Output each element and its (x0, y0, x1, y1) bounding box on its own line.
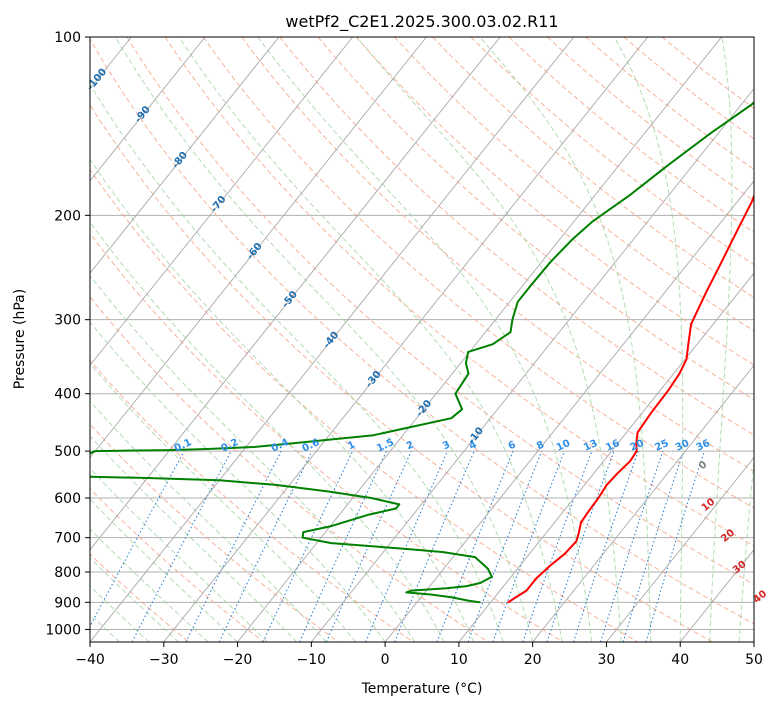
mixing-ratio-line (600, 450, 664, 642)
dry-adiabat (90, 104, 713, 642)
y-tick-label: 1000 (45, 622, 81, 638)
dry-adiabat (432, 37, 754, 299)
y-axis: 100 200 300 400 500 600 700 800 900 1000 (45, 30, 90, 638)
mixing-ratio-label: 1 (346, 439, 357, 452)
mixing-ratio-label: 2 (405, 439, 416, 452)
x-axis: −40 −30 −20 −10 0 10 20 30 40 50 (75, 642, 763, 668)
y-tick-label: 400 (54, 387, 81, 403)
x-tick-label: 40 (671, 652, 689, 668)
dry-adiabat (355, 37, 754, 366)
mixing-ratio-label: 20 (629, 438, 646, 454)
isotherm (90, 37, 280, 274)
moist-adiabat (178, 37, 563, 642)
y-tick-label: 600 (54, 491, 81, 507)
mixing-ratio-label: 6 (507, 439, 518, 452)
mixing-ratio-line (185, 450, 282, 642)
mixing-ratio-label: 36 (695, 438, 712, 454)
isotherm (310, 87, 754, 642)
moist-adiabat (90, 400, 327, 642)
x-tick-label: 10 (450, 652, 468, 668)
mixing-ratio-line (467, 450, 543, 642)
y-tick-label: 200 (54, 208, 81, 224)
isotherm (90, 37, 427, 459)
isotherm (90, 37, 575, 642)
moist-adiabat (479, 37, 652, 642)
dry-adiabat (546, 37, 754, 202)
moist-adiabat (90, 498, 238, 642)
mixing-ratio-label: 16 (604, 438, 621, 454)
x-tick-label: 0 (381, 652, 390, 668)
moist-adiabat (709, 37, 733, 642)
mixing-ratio-label: 3 (441, 439, 452, 452)
moist-adiabat (257, 37, 593, 642)
y-axis-title: Pressure (hPa) (12, 289, 28, 389)
dry-adiabat (90, 232, 564, 642)
mixing-ratio-label: 4 (468, 439, 479, 452)
moist-adiabat (90, 362, 356, 642)
moist-adiabat (90, 221, 445, 642)
mixing-ratio-line (436, 450, 514, 642)
dewpoint-profile-line (90, 101, 754, 604)
mixing-ratio-line (365, 450, 449, 642)
x-tick-label: −10 (297, 652, 327, 668)
isotherm (90, 37, 206, 182)
x-axis-title: Temperature (°C) (361, 681, 483, 697)
mixing-ratio-line (492, 450, 565, 642)
isotherm (532, 364, 754, 642)
moist-adiabat (90, 435, 297, 642)
dry-adiabat (317, 37, 754, 401)
moist-adiabat (738, 456, 754, 642)
dry-adiabat (90, 38, 754, 625)
mixing-ratio-label: 13 (582, 438, 599, 454)
y-tick-label: 700 (54, 531, 81, 547)
x-tick-label: −20 (223, 652, 253, 668)
mixing-ratio-line (573, 450, 639, 642)
isotherm (606, 456, 754, 642)
y-tick-label: 100 (54, 30, 81, 46)
dry-adiabat (623, 37, 754, 140)
dry-adiabat (126, 37, 754, 585)
isotherm (384, 180, 754, 642)
chart-title: wetPf2_C2E1.2025.300.03.02.R11 (285, 12, 558, 32)
x-tick-label: 30 (598, 652, 616, 668)
mixing-ratio-line (90, 450, 185, 628)
moist-adiabats (90, 37, 754, 642)
mixing-ratio-label: 10 (555, 438, 572, 454)
x-tick-label: 50 (745, 652, 763, 668)
mixing-ratio-label: 8 (535, 439, 546, 452)
isotherm (90, 37, 354, 367)
isotherm (90, 37, 501, 551)
y-tick-label: 800 (54, 565, 81, 581)
y-tick-label: 900 (54, 595, 81, 611)
dry-adiabat (90, 168, 639, 642)
plot-frame (89, 36, 755, 643)
y-tick-label: 500 (54, 444, 81, 460)
temperature-profile-line (507, 193, 754, 604)
dry-adiabat (508, 37, 754, 234)
x-tick-label: −40 (75, 652, 105, 668)
mixing-ratio-line (546, 450, 615, 642)
dry-adiabat (90, 296, 489, 642)
moist-adiabat (613, 37, 684, 642)
plot-area (90, 37, 754, 642)
moist-adiabat (90, 467, 268, 642)
mixing-ratio-line (622, 450, 684, 642)
moist-adiabat (90, 528, 209, 642)
isotherm (163, 37, 649, 642)
y-tick-label: 300 (54, 313, 81, 329)
moist-adiabat (90, 158, 475, 642)
mixing-ratio-line (522, 450, 593, 642)
dry-adiabat (585, 37, 754, 171)
moist-adiabat (90, 83, 504, 642)
mixing-ratio-label: 30 (674, 438, 691, 454)
profile-series (90, 101, 754, 604)
x-tick-label: 20 (524, 652, 542, 668)
x-tick-label: −30 (149, 652, 179, 668)
isotherm (458, 272, 754, 642)
moist-adiabat (90, 321, 386, 642)
mixing-ratio-line (325, 450, 412, 642)
mixing-ratio-label: 25 (653, 438, 670, 454)
